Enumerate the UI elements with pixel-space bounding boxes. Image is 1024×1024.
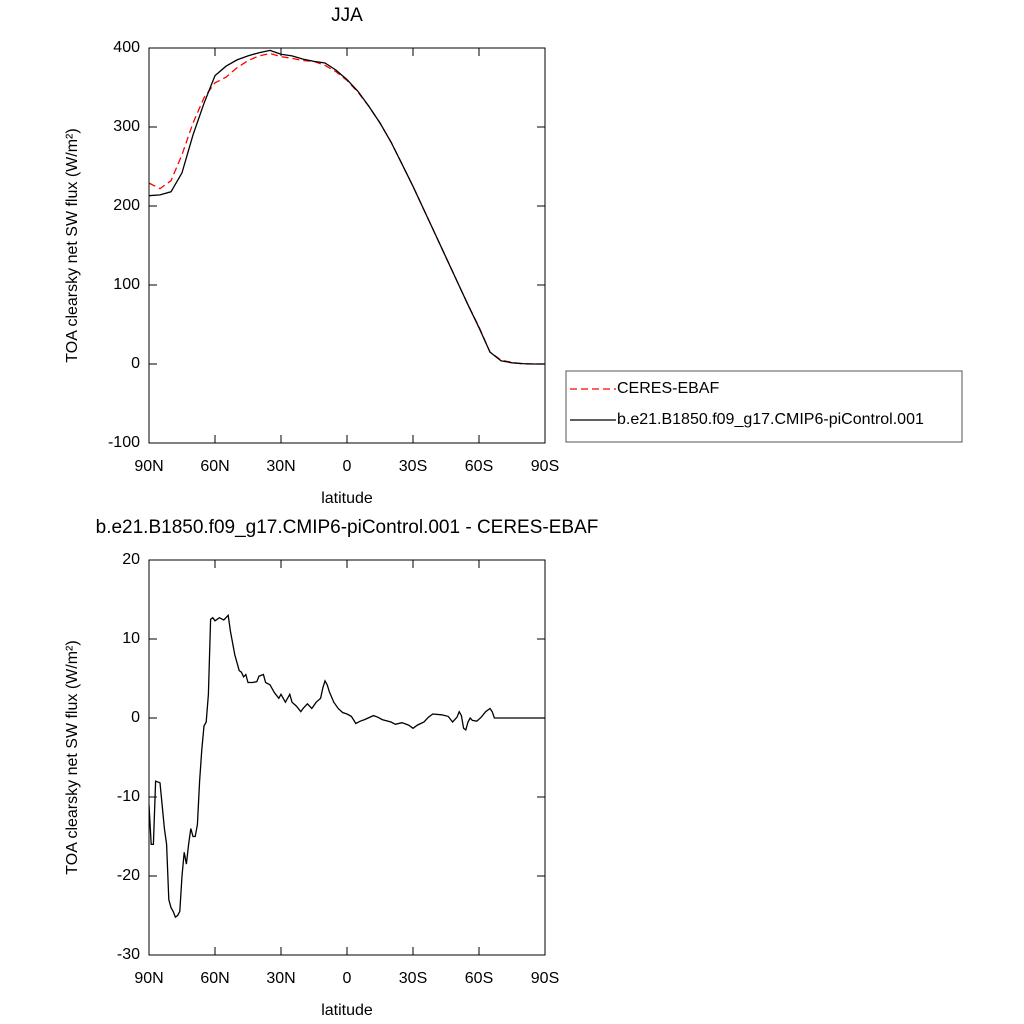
legend-box <box>565 370 963 443</box>
y-tick-label: 20 <box>122 551 140 568</box>
x-axis-label: latitude <box>321 1002 373 1019</box>
y-axis-label: TOA clearsky net SW flux (W/m²) <box>64 128 81 362</box>
y-tick-label: 200 <box>113 197 140 214</box>
series-line <box>149 52 545 365</box>
x-tick-label: 30S <box>399 970 427 987</box>
y-tick-label: 0 <box>131 709 140 726</box>
x-axis-label: latitude <box>321 490 373 507</box>
x-tick-label: 90S <box>531 458 559 475</box>
data-line <box>149 613 545 919</box>
y-tick-label: 300 <box>113 118 140 135</box>
y-tick-label: 0 <box>131 355 140 372</box>
chart-title: JJA <box>331 5 363 26</box>
x-tick-label: 60S <box>465 458 493 475</box>
legend-label: CERES-EBAF <box>617 380 719 397</box>
y-tick-label: 100 <box>113 276 140 293</box>
x-tick-label: 30N <box>266 458 295 475</box>
x-tick-label: 60S <box>465 970 493 987</box>
plot-frame <box>148 559 546 956</box>
y-tick-label: -100 <box>108 434 140 451</box>
x-tick-label: 30S <box>399 458 427 475</box>
chart-title: b.e21.B1850.f09_g17.CMIP6-piControl.001 … <box>96 517 599 538</box>
x-tick-label: 90N <box>134 970 163 987</box>
y-tick-label: -30 <box>117 946 140 963</box>
plot-frame <box>148 47 546 444</box>
x-tick-label: 30N <box>266 970 295 987</box>
y-axis-label: TOA clearsky net SW flux (W/m²) <box>64 640 81 874</box>
y-tick-label: 400 <box>113 39 140 56</box>
x-tick-label: 90S <box>531 970 559 987</box>
x-tick-label: 60N <box>200 970 229 987</box>
x-tick-label: 0 <box>343 970 352 987</box>
x-tick-label: 60N <box>200 458 229 475</box>
x-tick-label: 90N <box>134 458 163 475</box>
x-tick-label: 0 <box>343 458 352 475</box>
legend-label: b.e21.B1850.f09_g17.CMIP6-piControl.001 <box>617 411 924 428</box>
y-tick-label: -20 <box>117 867 140 884</box>
series-line <box>149 49 545 365</box>
y-tick-label: -10 <box>117 788 140 805</box>
y-tick-label: 10 <box>122 630 140 647</box>
